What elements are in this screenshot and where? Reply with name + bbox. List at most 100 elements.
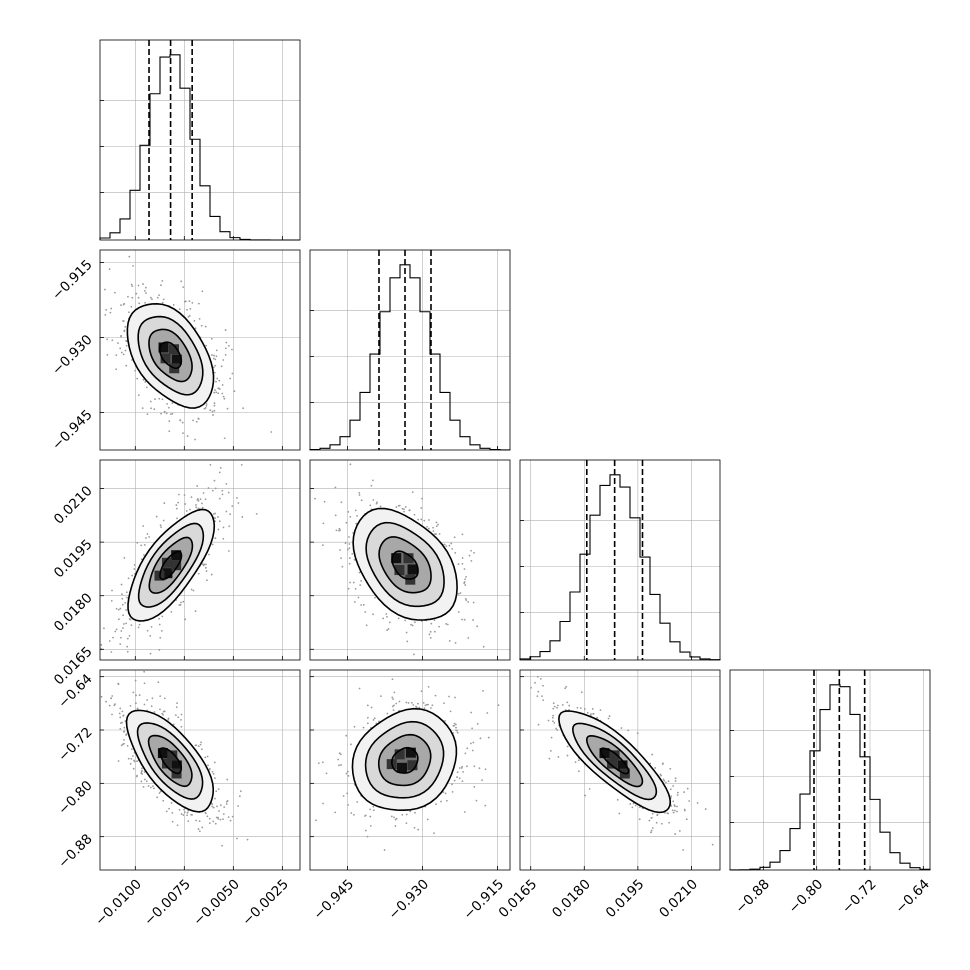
- sample-point: [346, 548, 349, 551]
- sample-point: [130, 283, 133, 286]
- sample-point: [217, 387, 220, 390]
- sample-point: [552, 707, 555, 710]
- sample-point: [198, 820, 201, 823]
- sample-point: [379, 505, 382, 508]
- sample-point: [325, 772, 328, 775]
- sample-point: [205, 344, 207, 347]
- sample-point: [552, 714, 555, 717]
- sample-point: [443, 702, 445, 705]
- sample-point: [375, 502, 378, 505]
- sample-point: [454, 696, 456, 699]
- sample-point: [462, 770, 465, 773]
- sample-point: [112, 636, 114, 639]
- sample-point: [335, 529, 338, 532]
- sample-point: [228, 344, 230, 347]
- sample-point: [119, 722, 122, 725]
- sample-point: [229, 513, 232, 516]
- sample-point: [143, 771, 146, 773]
- sample-point: [142, 283, 144, 285]
- sample-point: [459, 592, 462, 594]
- sample-point: [369, 504, 372, 507]
- contour-2: [148, 536, 194, 594]
- sample-point: [354, 587, 357, 590]
- sample-point: [433, 630, 436, 633]
- sample-point: [111, 589, 113, 592]
- sample-point: [472, 619, 475, 621]
- x-tick-label: 0.0210: [656, 876, 701, 921]
- sample-point: [451, 547, 454, 550]
- sample-point: [650, 817, 653, 819]
- sample-point: [115, 354, 118, 356]
- sample-point: [360, 604, 363, 606]
- sample-point: [464, 752, 467, 755]
- sample-point: [123, 557, 126, 559]
- sample-point: [398, 700, 401, 703]
- sample-point: [476, 722, 479, 725]
- sample-point: [682, 849, 685, 851]
- density-peak-pixel: [171, 550, 182, 561]
- sample-point: [92, 713, 94, 715]
- sample-point: [427, 527, 430, 530]
- sample-point: [237, 502, 240, 504]
- sample-point: [227, 816, 230, 819]
- sample-point: [353, 725, 356, 728]
- sample-point: [411, 624, 414, 627]
- sample-point: [417, 702, 419, 705]
- sample-point: [156, 796, 159, 799]
- density-peak-pixel: [158, 342, 169, 353]
- sample-point: [180, 713, 183, 716]
- contour-4: [558, 710, 672, 814]
- sample-point: [213, 371, 216, 374]
- sample-point: [131, 755, 134, 757]
- sample-point: [673, 809, 676, 812]
- sample-point: [186, 435, 189, 437]
- sample-point: [204, 325, 207, 328]
- sample-point: [145, 780, 148, 783]
- sample-point: [458, 777, 461, 780]
- sample-point: [236, 837, 238, 840]
- sample-point: [359, 584, 362, 587]
- sample-point: [484, 768, 487, 771]
- sample-point: [182, 814, 185, 816]
- x-tick-label: −0.0025: [239, 876, 292, 929]
- contour-4: [127, 508, 216, 622]
- sample-point: [119, 727, 122, 730]
- sample-point: [176, 702, 178, 705]
- sample-point: [472, 601, 475, 604]
- sample-point: [423, 519, 426, 522]
- sample-point: [340, 557, 342, 560]
- sample-point: [184, 503, 187, 505]
- sample-point: [437, 523, 439, 526]
- hist-panel-2: [309, 249, 511, 451]
- sample-point: [648, 819, 651, 822]
- sample-point: [607, 717, 610, 720]
- sample-point: [241, 516, 244, 518]
- y-tick-label: −0.80: [55, 778, 96, 819]
- sample-point: [322, 522, 325, 525]
- sample-point: [175, 507, 178, 510]
- sample-point: [340, 501, 343, 504]
- sample-point: [671, 809, 674, 812]
- sample-point: [161, 398, 164, 401]
- sample-point: [121, 593, 123, 596]
- sample-point: [212, 414, 214, 416]
- sample-point: [223, 806, 226, 809]
- sample-point: [669, 788, 672, 791]
- sample-point: [339, 549, 341, 551]
- sample-point: [556, 706, 559, 709]
- sample-point: [620, 727, 623, 729]
- sample-point: [354, 509, 357, 512]
- sample-point: [482, 645, 485, 648]
- sample-point: [674, 833, 677, 835]
- sample-point: [404, 506, 407, 508]
- sample-point: [211, 410, 214, 413]
- sample-point: [160, 526, 162, 528]
- sample-point: [236, 497, 238, 499]
- sample-point: [128, 634, 131, 637]
- density-peak-pixel: [157, 748, 168, 759]
- sample-point: [321, 761, 324, 764]
- sample-point: [119, 643, 122, 646]
- sample-point: [410, 701, 413, 704]
- sample-point: [456, 731, 459, 734]
